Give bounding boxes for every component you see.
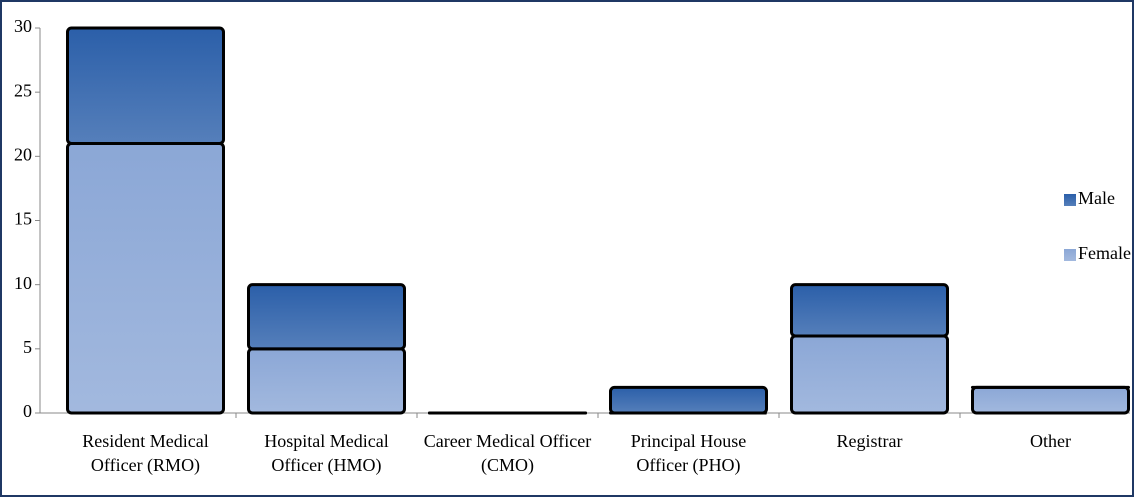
x-tick-label: Career Medical Officer (CMO) xyxy=(423,431,592,475)
bar-segment xyxy=(790,283,949,338)
bar-segment xyxy=(247,283,406,351)
x-tick-label: Hospital Medical Officer (HMO) xyxy=(264,431,389,475)
bar-segment xyxy=(790,334,949,415)
x-tick-label: Registrar xyxy=(836,431,903,451)
y-tick-label: 0 xyxy=(23,401,32,421)
bar-segment xyxy=(66,142,225,415)
legend-swatch xyxy=(1064,249,1076,261)
legend-label: Male xyxy=(1078,188,1115,208)
x-tick-label: Resident Medical Officer (RMO) xyxy=(82,431,209,475)
bar-segment xyxy=(609,385,768,415)
bar-segment xyxy=(971,385,1130,415)
legend-swatch xyxy=(1064,194,1076,206)
y-tick-label: 20 xyxy=(14,144,32,164)
y-tick-label: 30 xyxy=(14,16,32,36)
y-tick-label: 25 xyxy=(14,80,32,100)
bar-segment xyxy=(66,26,225,145)
y-tick-label: 10 xyxy=(14,273,32,293)
x-tick-label: Other xyxy=(1030,431,1071,451)
legend-label: Female xyxy=(1078,243,1131,263)
x-tick-label: Principal House Officer (PHO) xyxy=(630,431,747,475)
bar-segment xyxy=(247,347,406,415)
y-tick-label: 15 xyxy=(14,209,32,229)
y-tick-label: 5 xyxy=(23,337,32,357)
